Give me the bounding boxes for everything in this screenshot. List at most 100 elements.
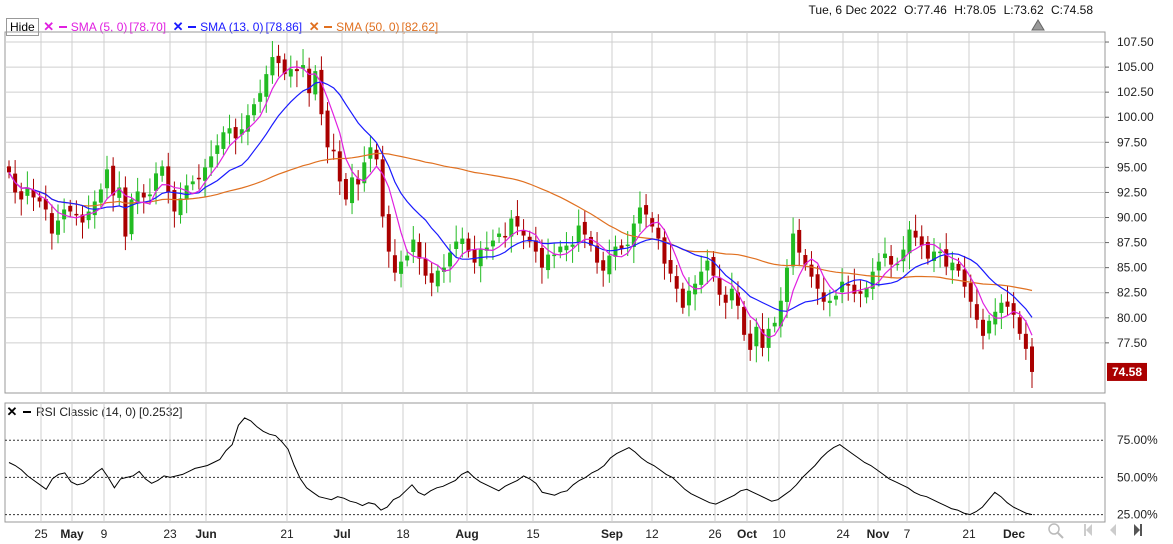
candle-body: [705, 260, 710, 271]
candle-body: [644, 205, 649, 215]
sma50-line: [8, 152, 1033, 292]
candle-body: [987, 320, 992, 334]
remove-sma13-icon[interactable]: ✕: [172, 19, 184, 34]
candle-body: [662, 237, 667, 264]
candle-body: [466, 238, 471, 252]
candle-body: [92, 201, 97, 216]
candle-body: [98, 189, 103, 203]
candle-body: [797, 229, 802, 253]
candle-body: [527, 236, 532, 242]
sma13-label[interactable]: SMA (13, 0): [200, 20, 264, 34]
candle-body: [625, 244, 630, 247]
x-tick-label: 21: [962, 527, 976, 541]
candle-body: [276, 55, 281, 64]
candle-body: [570, 244, 575, 247]
candle-body: [117, 187, 122, 198]
x-tick-label: Nov: [867, 527, 890, 541]
candle-body: [429, 273, 434, 283]
candle-body: [123, 187, 128, 237]
rsi-legend: ✕ RSI Classic (14, 0) [0.2532]: [6, 404, 183, 419]
candle-body: [772, 322, 777, 327]
candle-body: [454, 241, 459, 250]
next-page-icon[interactable]: [1134, 524, 1142, 536]
price-tick-label: 87.50: [1117, 236, 1147, 250]
candle-body: [74, 213, 79, 216]
candle-body: [25, 187, 30, 196]
candle-body: [307, 68, 312, 94]
x-tick-label: Dec: [1003, 527, 1025, 541]
x-tick-label: 15: [526, 527, 540, 541]
candle-body: [552, 254, 557, 257]
candle-body: [294, 69, 299, 72]
candle-body: [141, 192, 146, 198]
candle-body: [239, 129, 244, 135]
remove-sma5-icon[interactable]: ✕: [43, 19, 55, 34]
rsi-label[interactable]: RSI Classic (14, 0): [36, 405, 137, 419]
candle-body: [907, 229, 912, 254]
candle-body: [184, 185, 189, 200]
x-tick-label: 7: [904, 527, 911, 541]
candle-body: [919, 236, 924, 246]
price-panel: [7, 41, 1034, 388]
candle-body: [852, 284, 857, 294]
x-tick-label: Jul: [333, 527, 350, 541]
candle-body: [864, 287, 869, 298]
prev-page-icon[interactable]: [1110, 524, 1116, 536]
candle-body: [49, 213, 54, 234]
price-tick-label: 80.00: [1117, 311, 1147, 325]
candle-body: [190, 181, 195, 185]
candle-body: [778, 300, 783, 327]
candle-body: [1011, 303, 1016, 315]
candle-body: [889, 256, 894, 265]
candle-body: [1005, 301, 1010, 307]
candle-body: [484, 247, 489, 251]
candle-body: [31, 189, 36, 198]
sma5-swatch: [58, 26, 67, 28]
candle-body: [656, 227, 661, 239]
candle-body: [319, 69, 324, 115]
x-tick-label: 12: [645, 527, 659, 541]
candle-body: [203, 167, 208, 181]
sma50-value: [82.62]: [401, 20, 439, 34]
x-tick-label: 9: [101, 527, 108, 541]
rsi-value: [0.2532]: [139, 405, 183, 419]
sma5-label[interactable]: SMA (5, 0): [70, 20, 128, 34]
candle-body: [668, 260, 673, 274]
x-tick-label: 26: [708, 527, 722, 541]
remove-sma50-icon[interactable]: ✕: [308, 19, 320, 34]
first-page-icon[interactable]: [1084, 524, 1092, 536]
candle-body: [509, 218, 514, 237]
candle-body: [1017, 317, 1022, 334]
indicator-legend: Hide ✕ SMA (5, 0) [78.70] ✕ SMA (13, 0) …: [6, 17, 440, 37]
candle-body: [288, 69, 293, 77]
sma5-legend: ✕ SMA (5, 0) [78.70]: [41, 19, 168, 35]
candle-body: [472, 249, 477, 263]
candle-body: [595, 245, 600, 263]
candle-body: [546, 254, 551, 271]
candle-body: [301, 65, 306, 69]
candle-body: [748, 333, 753, 350]
scroll-up-icon[interactable]: [1031, 19, 1045, 31]
price-tick-label: 92.50: [1117, 185, 1147, 199]
candle-body: [784, 267, 789, 302]
candle-body: [356, 178, 361, 185]
candle-body: [974, 304, 979, 320]
candle-body: [368, 147, 373, 159]
candle-body: [380, 159, 385, 217]
candle-body: [882, 253, 887, 259]
candle-body: [325, 110, 330, 148]
candle-body: [215, 145, 220, 154]
remove-rsi-icon[interactable]: ✕: [6, 404, 18, 419]
candle-body: [331, 149, 336, 152]
x-tick-label: Oct: [737, 527, 757, 541]
candle-body: [637, 207, 642, 224]
sma13-line: [8, 81, 1033, 318]
zoom-icon[interactable]: [1048, 523, 1064, 539]
sma50-legend: ✕ SMA (50, 0) [82.62]: [306, 19, 440, 35]
candle-body: [711, 257, 716, 276]
candle-body: [588, 236, 593, 246]
candle-body: [233, 127, 238, 139]
candle-body: [803, 255, 808, 265]
sma50-label[interactable]: SMA (50, 0): [336, 20, 400, 34]
